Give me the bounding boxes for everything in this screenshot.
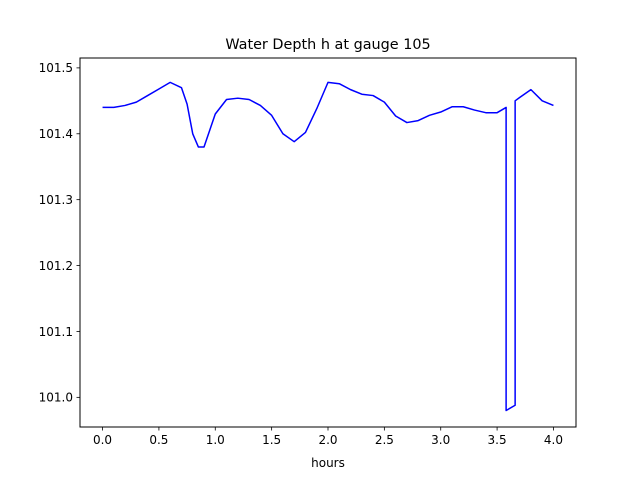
y-tick-label: 101.1 (39, 325, 73, 339)
x-tick-label: 3.0 (431, 433, 450, 447)
y-tick-label: 101.3 (39, 193, 73, 207)
x-axis-label: hours (311, 456, 345, 470)
x-tick-label: 4.0 (544, 433, 563, 447)
series-line-water-depth (102, 81, 554, 412)
plot-frame (79, 57, 577, 428)
x-tick-label: 3.5 (488, 433, 507, 447)
y-tick-label: 101.2 (39, 259, 73, 273)
chart-title: Water Depth h at gauge 105 (225, 37, 430, 53)
y-axis-ticks: 101.0 101.1 101.2 101.3 101.4 101.5 (39, 61, 80, 405)
y-tick-label: 101.4 (39, 127, 73, 141)
x-tick-label: 0.0 (93, 433, 112, 447)
x-tick-label: 0.5 (149, 433, 168, 447)
x-tick-label: 2.5 (375, 433, 394, 447)
x-tick-label: 1.0 (206, 433, 225, 447)
plot-area (80, 58, 576, 427)
y-tick-label: 101.0 (39, 391, 73, 405)
y-tick-label: 101.5 (39, 61, 73, 75)
x-tick-label: 1.5 (262, 433, 281, 447)
x-axis-ticks: 0.0 0.5 1.0 1.5 2.0 2.5 3.0 3.5 4.0 (93, 427, 563, 447)
x-tick-label: 2.0 (318, 433, 337, 447)
